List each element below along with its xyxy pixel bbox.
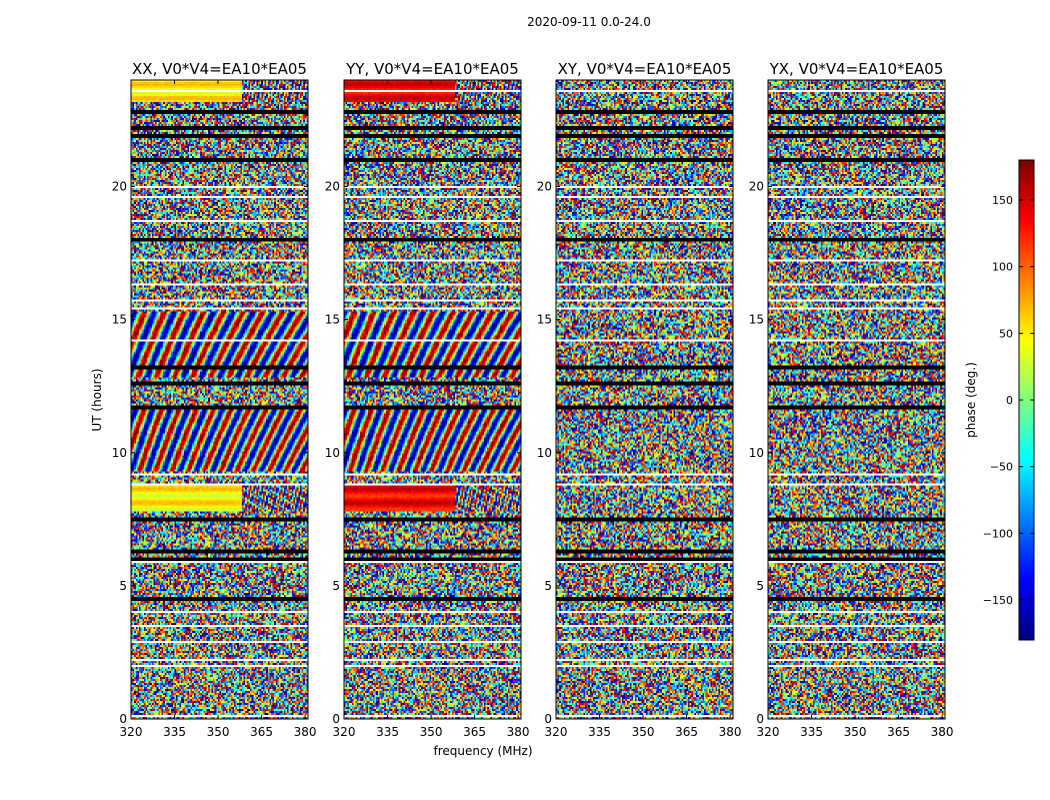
- colorbar-tick-label: 50: [999, 327, 1013, 340]
- y-tick-label: 20: [112, 180, 127, 194]
- x-tick-label: 365: [463, 725, 486, 739]
- y-tick-label: 10: [749, 446, 764, 460]
- y-tick-label: 10: [325, 446, 340, 460]
- heatmap-image: [131, 80, 308, 719]
- colorbar-tick-label: −150: [983, 594, 1013, 607]
- x-tick-label: 365: [887, 725, 910, 739]
- y-tick-label: 10: [537, 446, 552, 460]
- x-tick-label: 320: [545, 725, 568, 739]
- x-tick-label: 320: [757, 725, 780, 739]
- y-tick-label: 5: [119, 579, 127, 593]
- heatmap-image: [556, 80, 733, 719]
- y-tick-label: 20: [749, 180, 764, 194]
- y-tick-label: 10: [112, 446, 127, 460]
- x-tick-label: 365: [250, 725, 273, 739]
- colorbar-tick-label: 100: [992, 261, 1013, 274]
- colorbar-tick-label: 150: [992, 194, 1013, 207]
- x-tick-label: 320: [333, 725, 356, 739]
- axes-frame: [130, 79, 309, 720]
- x-tick-label: 350: [844, 725, 867, 739]
- y-tick-label: 5: [756, 579, 764, 593]
- colorbar-tick-label: −100: [983, 527, 1013, 540]
- x-tick-label: 335: [800, 725, 823, 739]
- x-tick-label: 335: [376, 725, 399, 739]
- panel-yy: YY, V0*V4=EA10*EA05 320 335 350 365 380 0 5 10 15…: [325, 60, 530, 739]
- x-tick-label: 380: [719, 725, 742, 739]
- x-tick-label: 335: [588, 725, 611, 739]
- y-tick-label: 15: [112, 313, 127, 327]
- colorbar-label: phase (deg.): [964, 362, 978, 438]
- y-tick-label: 0: [544, 712, 552, 726]
- y-tick-label: 15: [325, 313, 340, 327]
- y-axis-label: UT (hours): [90, 368, 104, 431]
- colorbar-tick-label: −50: [990, 461, 1013, 474]
- y-tick-label: 0: [332, 712, 340, 726]
- panel-title: XY, V0*V4=EA10*EA05: [558, 60, 732, 78]
- y-tick-label: 20: [537, 180, 552, 194]
- x-tick-label: 380: [931, 725, 954, 739]
- y-tick-label: 0: [119, 712, 127, 726]
- x-tick-label: 365: [675, 725, 698, 739]
- axes-frame: [343, 79, 522, 720]
- y-tick-label: 20: [325, 180, 340, 194]
- axes-frame: [767, 79, 946, 720]
- x-tick-label: 380: [294, 725, 317, 739]
- y-tick-label: 5: [544, 579, 552, 593]
- heatmap-image: [768, 80, 945, 719]
- heatmap-image: [344, 80, 521, 719]
- y-tick-label: 5: [332, 579, 340, 593]
- colorbar-gradient: [1019, 160, 1034, 640]
- panel-xy: XY, V0*V4=EA10*EA05 320 335 350 365 380 0 5 10 15…: [537, 60, 742, 739]
- panel-title: XX, V0*V4=EA10*EA05: [132, 60, 307, 78]
- x-tick-label: 350: [632, 725, 655, 739]
- x-tick-label: 380: [507, 725, 530, 739]
- figure-suptitle: 2020-09-11 0.0-24.0: [527, 15, 651, 29]
- x-axis-label: frequency (MHz): [433, 744, 532, 758]
- panel-yx: YX, V0*V4=EA10*EA05 320 335 350 365 380 0 5 10 15…: [749, 60, 954, 739]
- colorbar-tick-label: 0: [1006, 394, 1013, 407]
- x-tick-label: 350: [207, 725, 230, 739]
- x-tick-label: 320: [120, 725, 143, 739]
- axes-frame: [555, 79, 734, 720]
- colorbar: 150 100 50 0 −50 −100 −150: [983, 159, 1035, 641]
- panel-xx: XX, V0*V4=EA10*EA05 320 335 350 365 380 0 5 10 15…: [112, 60, 317, 739]
- x-tick-label: 335: [163, 725, 186, 739]
- y-tick-label: 0: [756, 712, 764, 726]
- x-tick-label: 350: [420, 725, 443, 739]
- panels: XX, V0*V4=EA10*EA05 320 335 350 365 380 0 5 10 15…: [112, 60, 954, 739]
- y-tick-label: 15: [537, 313, 552, 327]
- panel-title: YX, V0*V4=EA10*EA05: [769, 60, 944, 78]
- panel-title: YY, V0*V4=EA10*EA05: [345, 60, 519, 78]
- y-tick-label: 15: [749, 313, 764, 327]
